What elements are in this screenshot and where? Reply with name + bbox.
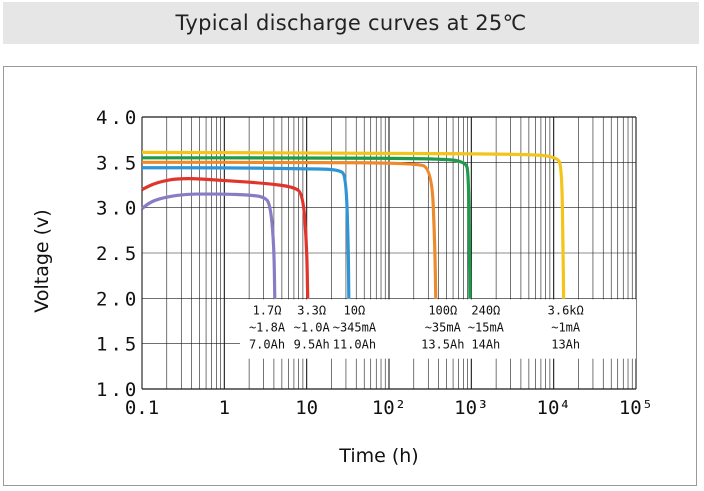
annotation-label: 10Ω	[344, 303, 366, 317]
y-tick-label: 2.0	[96, 288, 139, 310]
series-line-green	[142, 156, 472, 299]
x-tick-label: 10²	[372, 397, 406, 419]
x-tick-label: 0.1	[125, 397, 159, 419]
chart-frame: 1.7Ω ~1.8A 7.0Ah 3.3Ω ~1.0A 9.5Ah 10Ω ~345mA 11.…	[3, 66, 697, 486]
discharge-chart: 1.7Ω~1.8A7.0Ah3.3Ω~1.0A9.5Ah10Ω~345mA11.…	[31, 107, 653, 467]
annotation-label: ~35mA	[425, 320, 462, 334]
x-tick-label: 10⁵	[619, 397, 653, 419]
annotation-backgrounds	[240, 299, 636, 359]
tick-labels: 4.0 3.5 3.0 2.5 2.0 1.5 1.00.1 1 10 10² 10³ 10⁴ 10⁵	[96, 107, 653, 419]
annotation-label: 1.7Ω	[253, 303, 282, 317]
annotation-label: 13.5Ah	[421, 337, 464, 351]
annotation-label: 3.6kΩ	[548, 303, 584, 317]
y-tick-label: 3.0	[96, 198, 139, 220]
annotation-label: ~345mA	[333, 320, 377, 334]
series-line-orange	[142, 160, 438, 299]
annotation-label: ~1.8A	[249, 320, 286, 334]
annotation-label: 13Ah	[551, 337, 580, 351]
y-tick-label: 1.0	[96, 379, 139, 401]
series-line-yellow	[141, 150, 566, 299]
series-lines	[141, 150, 566, 299]
annotation-label: 7.0Ah	[249, 337, 285, 351]
annotation-label: 240Ω	[471, 303, 500, 317]
x-tick-label: 1	[219, 397, 230, 419]
annotation-label: 100Ω	[428, 303, 457, 317]
y-tick-label: 3.5	[96, 152, 139, 174]
series-line-purple	[141, 192, 277, 299]
x-tick-label: 10³	[454, 397, 488, 419]
y-tick-label: 2.5	[96, 243, 139, 265]
chart-title: Typical discharge curves at 25℃	[3, 2, 699, 44]
annotation-backdrop	[240, 299, 636, 359]
annotation-label: ~1mA	[551, 320, 581, 334]
annotation-label: 3.3Ω	[297, 303, 326, 317]
annotations: 1.7Ω ~1.8A 7.0Ah 3.3Ω ~1.0A 9.5Ah 10Ω ~345mA 11.…	[249, 303, 584, 351]
annotation-label: 14Ah	[471, 337, 500, 351]
y-axis-label: Voltage (v)	[31, 209, 53, 312]
series-line-red	[141, 176, 310, 299]
y-tick-label: 1.5	[96, 334, 139, 356]
x-tick-label: 10	[295, 397, 318, 419]
annotation-label: ~15mA	[468, 320, 505, 334]
series-line-blue	[141, 166, 351, 299]
x-axis-label: Time (h)	[338, 445, 418, 467]
y-tick-label: 4.0	[96, 107, 139, 129]
annotation-label: 11.0Ah	[333, 337, 376, 351]
annotation-label: 9.5Ah	[294, 337, 330, 351]
x-tick-label: 10⁴	[537, 397, 571, 419]
annotation-label: ~1.0A	[294, 320, 331, 334]
